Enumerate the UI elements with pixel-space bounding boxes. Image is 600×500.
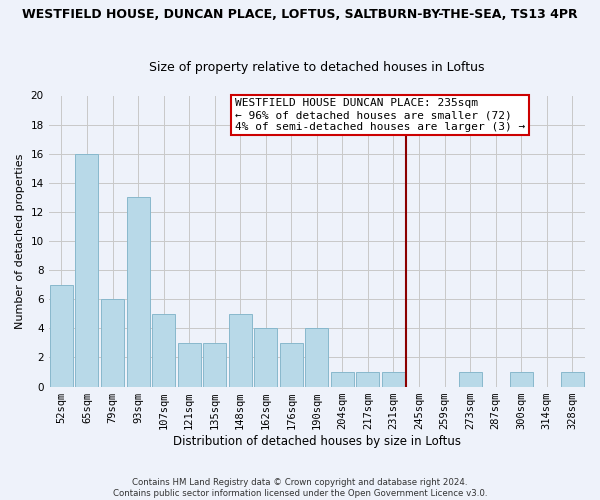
Bar (50, 284, 73, 386)
Bar (254, 328, 277, 386)
Bar (152, 314, 175, 386)
Bar (178, 343, 200, 386)
Bar (382, 372, 405, 386)
Text: Contains HM Land Registry data © Crown copyright and database right 2024.
Contai: Contains HM Land Registry data © Crown c… (113, 478, 487, 498)
Bar (203, 343, 226, 386)
Y-axis label: Number of detached properties: Number of detached properties (15, 154, 25, 328)
Title: Size of property relative to detached houses in Loftus: Size of property relative to detached ho… (149, 60, 485, 74)
Bar (101, 300, 124, 386)
Bar (356, 372, 379, 386)
Bar (76, 154, 98, 386)
Text: WESTFIELD HOUSE DUNCAN PLACE: 235sqm
← 96% of detached houses are smaller (72)
4: WESTFIELD HOUSE DUNCAN PLACE: 235sqm ← 9… (235, 98, 526, 132)
Bar (561, 372, 584, 386)
Bar (458, 372, 482, 386)
Bar (305, 328, 328, 386)
Bar (331, 372, 354, 386)
Text: WESTFIELD HOUSE, DUNCAN PLACE, LOFTUS, SALTBURN-BY-THE-SEA, TS13 4PR: WESTFIELD HOUSE, DUNCAN PLACE, LOFTUS, S… (22, 8, 578, 20)
Bar (280, 343, 303, 386)
Bar (127, 198, 149, 386)
Bar (509, 372, 533, 386)
X-axis label: Distribution of detached houses by size in Loftus: Distribution of detached houses by size … (173, 434, 461, 448)
Bar (229, 314, 252, 386)
